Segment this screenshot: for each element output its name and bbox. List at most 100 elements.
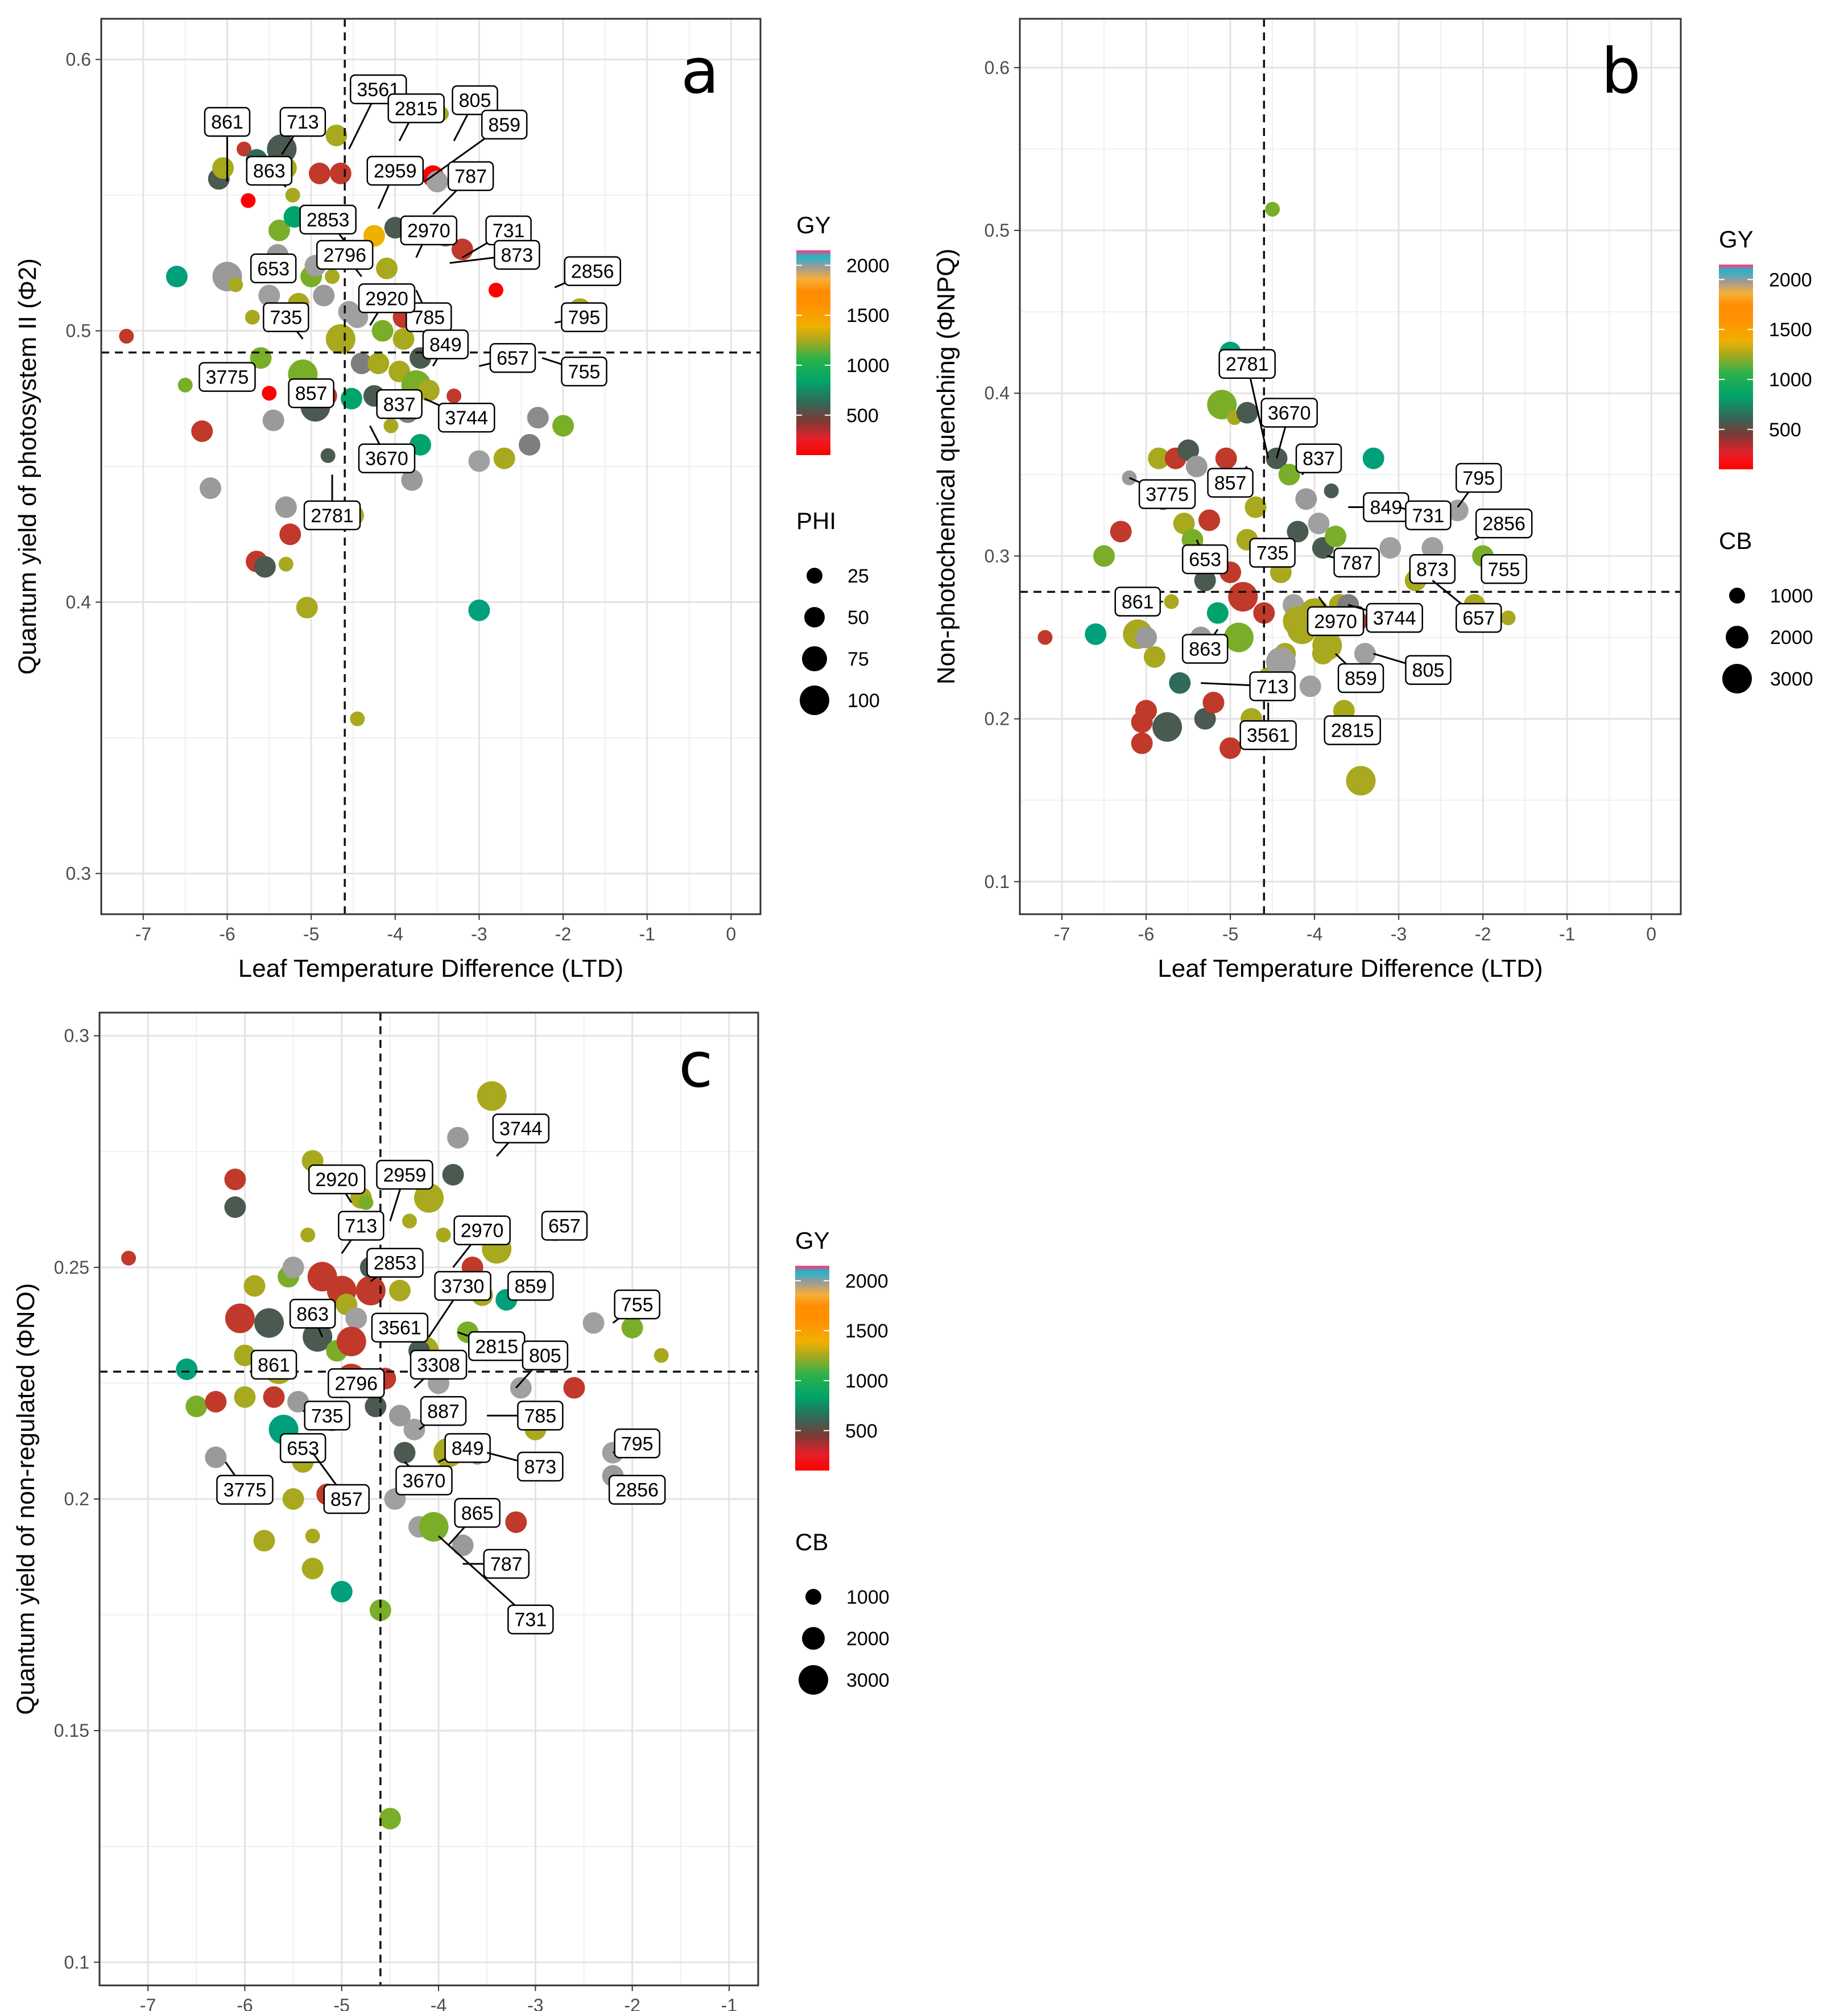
size-legend-label: 2000 (1770, 627, 1813, 649)
genotype-label: 3744 (499, 1118, 543, 1140)
genotype-label: 735 (311, 1405, 344, 1427)
genotype-label: 2815 (1331, 720, 1374, 742)
y-tick-label: 0.2 (985, 709, 1010, 729)
y-axis-title: Quantum yield of photosystem II (Φ2) (14, 258, 42, 675)
data-point (442, 1164, 464, 1186)
label-box (494, 239, 540, 270)
data-point (414, 1183, 444, 1213)
data-point (185, 1395, 208, 1418)
genotype-label: 2853 (374, 1253, 417, 1274)
genotype-label: 713 (345, 1216, 377, 1237)
data-point (1177, 439, 1200, 461)
data-point (1037, 630, 1053, 645)
data-point (1283, 606, 1313, 636)
data-point (236, 141, 251, 156)
label-box (366, 155, 424, 186)
label-box (452, 85, 498, 115)
data-point (1299, 675, 1321, 697)
label-box (250, 1349, 297, 1380)
data-point (379, 1807, 401, 1830)
label-box (608, 1475, 666, 1505)
label-box (289, 1299, 336, 1329)
genotype-label: 861 (211, 112, 243, 133)
data-point (228, 277, 243, 292)
label-box (323, 1484, 370, 1514)
data-point (1379, 537, 1401, 559)
data-point (278, 556, 293, 572)
label-box (288, 378, 334, 408)
data-point (119, 329, 134, 344)
data-point (392, 328, 415, 350)
data-point (468, 450, 490, 472)
data-point (1362, 447, 1384, 469)
label-box (564, 256, 621, 286)
x-tick-label: -2 (1475, 924, 1491, 944)
genotype-label: 731 (493, 220, 525, 242)
data-point (176, 1358, 198, 1380)
label-box (1239, 720, 1297, 750)
size-legend: CB 1000 2000 3000 (1719, 527, 1813, 693)
label-box (517, 1451, 564, 1482)
genotype-label: 2781 (311, 505, 354, 527)
data-point (320, 448, 336, 463)
data-point (253, 1530, 275, 1552)
label-box (1333, 547, 1380, 578)
size-legend: CB 1000 2000 3000 (795, 1529, 890, 1695)
genotype-label: 787 (490, 1554, 523, 1575)
data-point (403, 1418, 425, 1440)
size-legend-label: 100 (847, 690, 880, 712)
label-box (1405, 500, 1452, 531)
label-box (1481, 554, 1527, 584)
genotype-label: 857 (330, 1489, 363, 1510)
data-point (510, 1377, 532, 1399)
genotype-label: 755 (621, 1294, 654, 1316)
y-tick-label: 0.15 (54, 1720, 89, 1741)
label-box (447, 161, 494, 191)
data-point (1135, 700, 1157, 722)
genotype-label: 653 (287, 1438, 319, 1459)
label-box (400, 215, 458, 246)
label-box (410, 1349, 468, 1380)
label-box (358, 443, 416, 473)
label-box (420, 1396, 467, 1426)
data-point (1312, 643, 1334, 665)
genotype-label: 657 (497, 348, 529, 369)
genotype-label: 873 (501, 245, 533, 266)
genotype-label: 837 (1303, 448, 1335, 470)
data-point (243, 1275, 266, 1297)
color-legend-label: 1000 (1769, 369, 1812, 391)
label-box (1249, 671, 1296, 701)
data-point (375, 257, 398, 279)
size-legend-label: 3000 (1770, 668, 1813, 690)
size-legend-title: CB (795, 1529, 828, 1555)
genotype-label: 713 (287, 112, 319, 133)
label-box (1337, 663, 1384, 693)
color-legend-title: GY (1719, 226, 1754, 253)
genotype-label: 861 (258, 1355, 290, 1376)
x-tick-label: -6 (1138, 924, 1154, 944)
data-point (330, 1580, 353, 1603)
genotype-label: 2856 (571, 261, 614, 283)
label-box (250, 253, 297, 284)
label-box (614, 1289, 660, 1320)
genotype-label: 755 (568, 361, 601, 383)
genotype-label: 3670 (403, 1470, 446, 1492)
genotype-label: 849 (1370, 497, 1403, 519)
genotype-label: 857 (295, 383, 328, 404)
genotype-label: 713 (1256, 676, 1289, 697)
genotype-label: 849 (429, 334, 462, 356)
label-box (561, 356, 607, 387)
data-point (287, 1391, 309, 1413)
x-tick-label: -5 (1222, 924, 1238, 944)
label-box (483, 1548, 530, 1579)
genotype-label: 795 (1462, 468, 1495, 489)
genotype-label: 865 (461, 1502, 494, 1524)
x-tick-label: -4 (1307, 924, 1322, 944)
label-box (434, 1271, 491, 1301)
data-point (1198, 509, 1221, 531)
data-point (1500, 610, 1516, 626)
data-point (447, 388, 462, 403)
data-point (1169, 672, 1191, 694)
data-point (505, 1511, 527, 1533)
